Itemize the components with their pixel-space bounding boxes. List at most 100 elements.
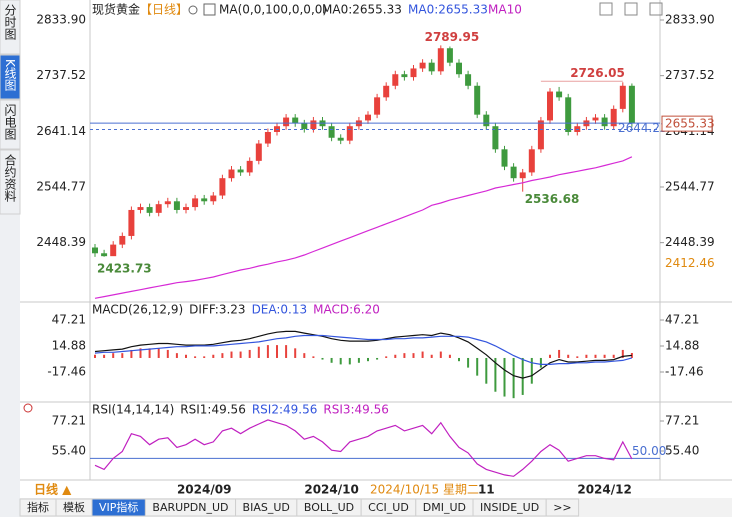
macd-bar: [603, 354, 606, 358]
candle: [365, 114, 371, 121]
macd-bar: [412, 353, 415, 358]
macd-bar: [512, 357, 515, 399]
macd-bar: [103, 354, 106, 358]
y-tick-label: 55.40: [52, 443, 86, 457]
macd-bar: [530, 357, 533, 384]
y-tick-label: 77.21: [52, 413, 86, 427]
extreme-label: 2789.95: [425, 30, 480, 44]
y-tick-label: 2544.77: [665, 179, 715, 193]
candle: [483, 114, 490, 127]
macd-bar: [385, 356, 388, 358]
legend-label: MACD(26,12,9): [92, 303, 183, 317]
legend-label: RSI3:49.56: [323, 403, 389, 417]
candle: [383, 85, 390, 98]
candle: [456, 62, 462, 75]
bottom-tab-label: >>: [553, 501, 571, 514]
side-tab[interactable]: [0, 149, 21, 215]
candle: [619, 85, 626, 109]
macd-bar: [367, 357, 369, 362]
ma-label: MA10: [488, 3, 522, 17]
macd-bar: [494, 357, 497, 392]
candle: [146, 207, 153, 213]
macd-bar: [230, 351, 233, 358]
macd-bar: [549, 354, 551, 358]
side-tab-label: 闪电图: [3, 104, 17, 140]
candle: [465, 74, 472, 86]
side-tab[interactable]: [0, 0, 21, 55]
macd-bar: [467, 357, 470, 368]
bottom-tab-label: VIP指标: [99, 500, 138, 514]
legend-label: DIFF:3.23: [189, 303, 245, 317]
candle: [301, 123, 308, 130]
macd-bar: [175, 353, 178, 358]
tool-icon[interactable]: [599, 2, 613, 16]
candle: [537, 120, 544, 150]
candle: [328, 126, 335, 138]
macd-bar: [594, 354, 597, 358]
last-price-box: [661, 115, 713, 132]
macd-bar: [312, 356, 315, 358]
candle: [92, 247, 98, 254]
candle: [183, 207, 189, 210]
candle: [565, 97, 572, 132]
y-tick-label: 2544.77: [36, 179, 86, 193]
indicator-icon[interactable]: [203, 3, 216, 16]
legend-label: RSI1:49.56: [180, 403, 246, 417]
period-button[interactable]: 日线 ▲: [34, 482, 72, 497]
y-tick-label: 2737.52: [36, 68, 86, 82]
tool-icon[interactable]: [649, 2, 663, 16]
macd-bar: [221, 353, 224, 358]
candle: [346, 126, 353, 141]
candle: [547, 91, 553, 121]
rsi-level-label: 50.00: [632, 444, 666, 458]
candle: [283, 117, 290, 127]
candle: [264, 131, 271, 144]
candle: [474, 85, 481, 115]
candle: [246, 160, 253, 173]
candle: [610, 108, 617, 127]
candle: [437, 48, 444, 72]
candle: [428, 62, 435, 72]
macd-bar: [321, 357, 324, 360]
macd-bar: [203, 356, 206, 358]
candle: [528, 149, 535, 173]
macd-bar: [139, 348, 142, 358]
y-tick-label: 2833.90: [665, 12, 715, 26]
bottom-tab-label: 指标: [27, 500, 49, 514]
add-icon[interactable]: [188, 5, 198, 15]
y-tick-label: 55.40: [665, 443, 699, 457]
candle: [392, 74, 399, 86]
macd-bar: [94, 354, 96, 358]
candle: [219, 178, 226, 196]
macd-bar: [266, 345, 269, 358]
side-tab[interactable]: [0, 54, 21, 100]
candle: [255, 143, 262, 161]
macd-bar: [503, 357, 506, 397]
ma-label: MA0:2655.33: [408, 3, 488, 17]
tool-icon[interactable]: [624, 2, 638, 16]
macd-bar: [476, 357, 479, 376]
macd-bar: [585, 354, 588, 358]
candle: [374, 97, 381, 115]
price-label: 2644.23: [618, 121, 668, 135]
candle: [128, 209, 135, 236]
candle: [410, 68, 417, 78]
macd-bar: [403, 353, 406, 358]
rsi-icon[interactable]: [23, 403, 33, 413]
y-tick-label: 77.21: [665, 413, 699, 427]
legend-label: RSI2:49.56: [252, 403, 318, 417]
ma-label: MA0:2655.33: [322, 3, 402, 17]
macd-bar: [112, 353, 115, 358]
legend-label: DEA:0.13: [252, 303, 308, 317]
macd-bar: [458, 357, 460, 362]
macd-bar: [430, 354, 433, 358]
bottom-tab[interactable]: [545, 498, 580, 517]
side-tab[interactable]: [0, 99, 21, 150]
y-tick-label: 2448.39: [36, 235, 86, 249]
macd-bar: [339, 357, 342, 365]
candle: [592, 117, 599, 121]
macd-bar: [285, 345, 288, 358]
extreme-label: 2423.73: [97, 261, 152, 275]
macd-bar: [157, 348, 160, 358]
